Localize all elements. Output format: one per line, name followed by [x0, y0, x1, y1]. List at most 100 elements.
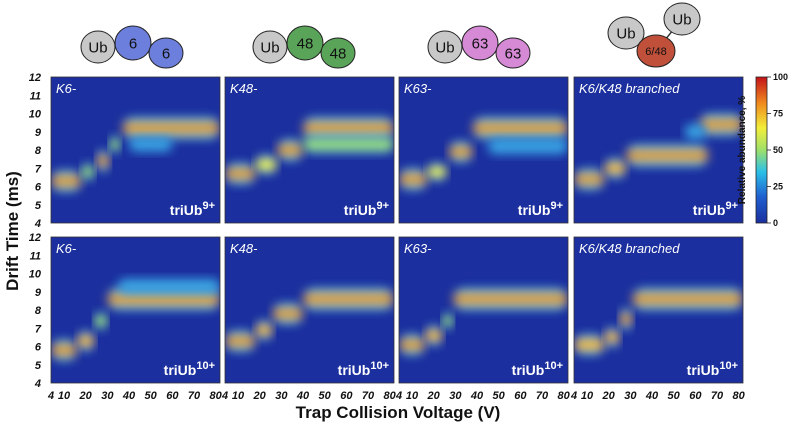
colorbar-label: Relative abundance, % — [737, 96, 748, 204]
intensity-features — [225, 117, 394, 185]
x-tick-label: 20 — [253, 390, 267, 402]
intensity-band — [425, 325, 443, 346]
panel-frame — [224, 76, 395, 224]
intensity-band — [303, 135, 394, 154]
intensity-band — [109, 135, 121, 154]
intensity-band — [255, 320, 273, 340]
band-layer — [303, 138, 394, 151]
species-name: triUb — [512, 362, 545, 378]
intensity-band — [303, 117, 394, 140]
species-label: triUb10+ — [164, 360, 215, 378]
y-tick-label: 8 — [35, 305, 42, 317]
species-label: triUb9+ — [693, 200, 738, 218]
ubiquitin-label: Ub — [88, 39, 107, 56]
species-name: triUb — [687, 362, 720, 378]
ubiquitin-unit — [461, 25, 499, 61]
ubiquitin-unit — [286, 25, 324, 61]
ubiquitin-label: 48 — [297, 35, 314, 52]
species-name: triUb — [518, 202, 551, 218]
intensity-band — [225, 163, 256, 185]
species-name: triUb — [164, 362, 197, 378]
y-tick-label: 7 — [35, 323, 42, 335]
colorbar-tick-label: 25 — [773, 182, 783, 192]
heatmap-panel: K48- triUb9+ — [224, 76, 395, 224]
intensity-band — [442, 312, 454, 330]
colorbar-tick-label: 50 — [773, 145, 783, 155]
band-layer — [427, 167, 447, 176]
band-layer — [51, 178, 82, 184]
panel-frame — [573, 76, 744, 224]
y-tick-label: 11 — [30, 250, 41, 262]
x-tick-label: 70 — [711, 390, 724, 402]
band-layer — [303, 296, 394, 302]
y-tick-label: 6 — [35, 342, 42, 354]
x-tick-label: 20 — [427, 390, 441, 402]
triubiquitin-icon: Ub 48 48 — [252, 25, 356, 69]
intensity-band — [272, 303, 303, 325]
heatmap-panel: K63- triUb9+ — [398, 76, 569, 224]
x-tick-label: 40 — [122, 390, 136, 402]
intensity-band — [604, 158, 626, 179]
panel-frame — [398, 76, 569, 224]
x-tick-label: 60 — [166, 390, 179, 402]
band-layer — [472, 125, 568, 131]
panel-title: K6/K48 branched — [579, 81, 680, 96]
y-tick-label: 10 — [29, 109, 42, 121]
intensity-band — [81, 163, 95, 181]
panel-frame — [224, 236, 395, 384]
y-tick-label: 10 — [29, 269, 42, 281]
y-tick-label: 4 — [34, 218, 41, 230]
ubiquitin-label: 48 — [330, 45, 347, 62]
species-name: triUb — [344, 202, 377, 218]
band-layer — [225, 338, 256, 344]
ubiquitin-unit — [607, 16, 645, 50]
band-layer — [272, 311, 303, 316]
intensity-band — [129, 137, 173, 152]
panel-title: K63- — [404, 241, 432, 256]
x-tick-label: 40 — [645, 390, 659, 402]
y-tick-label: 9 — [35, 127, 42, 139]
band-layer — [118, 278, 220, 294]
heatmap-panel: K63- triUb10+ — [398, 236, 569, 384]
panel-frame — [398, 236, 569, 384]
x-tick-label: 30 — [624, 390, 637, 402]
intensity-features — [51, 278, 220, 361]
y-tick-label: 8 — [35, 145, 42, 157]
intensity-band — [51, 170, 82, 192]
band-layer — [684, 123, 707, 140]
charge-state: 9+ — [202, 200, 215, 212]
charge-state: 10+ — [544, 360, 563, 372]
band-layer — [51, 347, 77, 353]
heatmap-panel: K48- triUb10+ — [224, 236, 395, 384]
x-tick-label: 30 — [449, 390, 462, 402]
colorbar-tick-label: 0 — [773, 218, 778, 228]
intensity-band — [699, 113, 743, 136]
intensity-band — [632, 288, 743, 311]
x-tick-label: 10 — [232, 390, 245, 402]
ubiquitin-label: Ub — [435, 39, 454, 56]
intensity-features — [574, 288, 743, 356]
colorbar: 0 25 50 75 100 Relative abundance, % — [737, 72, 788, 228]
heatmap-panel: K6- triUb9+ — [50, 76, 221, 224]
species-label: triUb9+ — [344, 200, 389, 218]
band-layer — [77, 337, 95, 345]
panel-title: K6- — [56, 81, 77, 96]
intensity-band — [399, 168, 428, 190]
band-layer — [225, 171, 256, 176]
y-tick-label: 11 — [30, 90, 41, 102]
ubiquitin-unit — [636, 34, 676, 68]
y-tick-label: 5 — [35, 360, 42, 372]
x-tick-label: 4 — [47, 390, 54, 402]
heatmap-panel: K6/K48 branched triUb10+ — [573, 236, 744, 384]
y-tick-label: 12 — [29, 72, 41, 84]
ubiquitin-unit — [114, 25, 152, 61]
band-layer — [604, 334, 620, 341]
band-layer — [574, 177, 605, 182]
ubiquitin-unit — [148, 37, 184, 69]
band-layer — [255, 160, 277, 169]
panel-title: K48- — [230, 241, 258, 256]
x-tick-label: 60 — [689, 390, 702, 402]
y-tick-label: 5 — [35, 200, 42, 212]
intensity-band — [51, 339, 77, 361]
intensity-features — [399, 117, 568, 190]
